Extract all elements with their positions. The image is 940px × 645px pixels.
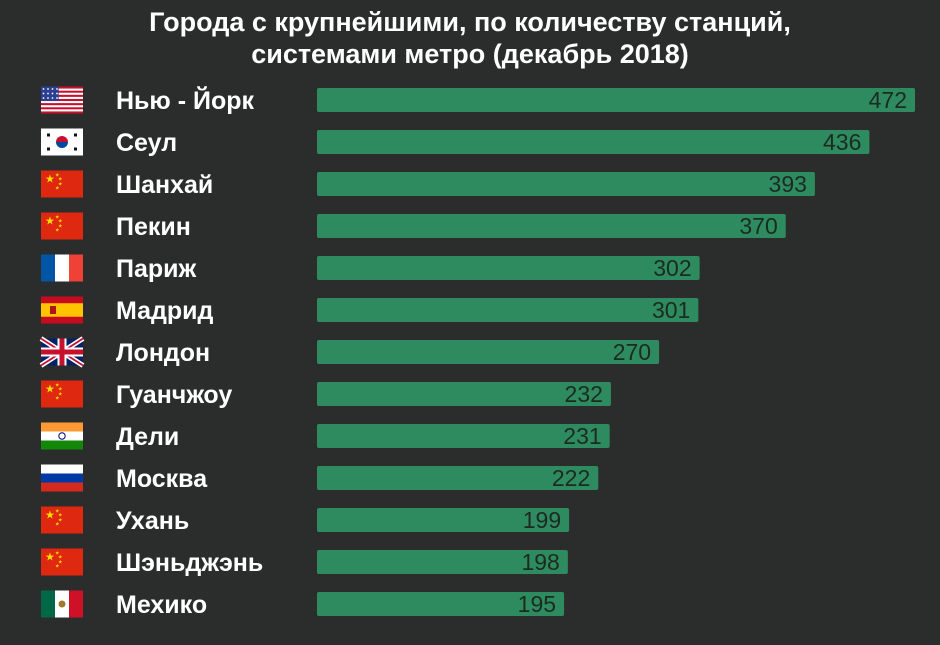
svg-text:★: ★ bbox=[55, 383, 60, 389]
bar bbox=[317, 88, 915, 112]
svg-text:★: ★ bbox=[45, 383, 55, 396]
svg-text:★: ★ bbox=[55, 551, 60, 557]
bar bbox=[317, 214, 786, 238]
spain-flag-icon bbox=[41, 296, 83, 324]
russia-flag-icon bbox=[41, 464, 83, 492]
svg-text:★: ★ bbox=[58, 518, 63, 524]
category-label: Пекин bbox=[116, 213, 191, 241]
category-label: Мехико bbox=[116, 591, 207, 619]
value-label: 436 bbox=[823, 129, 861, 155]
category-label: Москва bbox=[116, 465, 208, 493]
svg-text:★: ★ bbox=[45, 215, 55, 228]
bar bbox=[317, 508, 570, 532]
bar bbox=[317, 298, 699, 322]
svg-text:★: ★ bbox=[58, 560, 63, 566]
svg-text:★: ★ bbox=[58, 177, 63, 183]
usa-flag-icon bbox=[41, 86, 83, 114]
category-label: Ухань bbox=[116, 507, 189, 535]
category-label: Нью - Йорк bbox=[116, 85, 255, 115]
chart-title-line-1: Города с крупнейшими, по количеству стан… bbox=[149, 7, 791, 37]
bar bbox=[317, 466, 599, 490]
value-label: 231 bbox=[563, 423, 601, 449]
value-label: 472 bbox=[869, 87, 907, 113]
china-flag-icon: ★ ★★★★ bbox=[41, 170, 83, 198]
category-label: Гуанчжоу bbox=[116, 381, 232, 409]
svg-text:★: ★ bbox=[58, 224, 63, 230]
category-label: Мадрид bbox=[116, 297, 214, 325]
korea-flag-icon bbox=[41, 128, 83, 156]
france-flag-icon bbox=[41, 254, 83, 282]
svg-text:★: ★ bbox=[55, 522, 60, 528]
category-label: Париж bbox=[116, 255, 197, 283]
bar bbox=[317, 256, 700, 280]
bar bbox=[317, 424, 610, 448]
svg-text:★: ★ bbox=[55, 173, 60, 179]
bar bbox=[317, 172, 815, 196]
china-flag-icon: ★ ★★★★ bbox=[41, 506, 83, 534]
value-label: 198 bbox=[521, 549, 559, 575]
category-label: Сеул bbox=[116, 129, 177, 157]
value-label: 270 bbox=[613, 339, 651, 365]
value-label: 232 bbox=[565, 381, 603, 407]
svg-text:★: ★ bbox=[55, 396, 60, 402]
bar bbox=[317, 592, 565, 616]
mexico-flag-icon bbox=[41, 590, 83, 618]
svg-text:★: ★ bbox=[58, 392, 63, 398]
value-label: 370 bbox=[739, 213, 777, 239]
chart-title-line-2: системами метро (декабрь 2018) bbox=[251, 39, 689, 69]
svg-text:★: ★ bbox=[58, 513, 63, 519]
value-label: 393 bbox=[769, 171, 807, 197]
category-label: Дели bbox=[116, 423, 179, 451]
india-flag-icon bbox=[41, 422, 83, 450]
value-label: 302 bbox=[653, 255, 691, 281]
svg-text:★: ★ bbox=[58, 387, 63, 393]
svg-text:★: ★ bbox=[45, 509, 55, 522]
svg-text:★: ★ bbox=[45, 551, 55, 564]
svg-text:★: ★ bbox=[55, 509, 60, 515]
uk-flag-icon bbox=[39, 336, 85, 368]
svg-text:★: ★ bbox=[55, 215, 60, 221]
value-label: 301 bbox=[652, 297, 690, 323]
category-label: Шэньджэнь bbox=[116, 549, 263, 577]
svg-text:★: ★ bbox=[58, 555, 63, 561]
value-label: 195 bbox=[518, 591, 556, 617]
value-label: 222 bbox=[552, 465, 590, 491]
category-label: Лондон bbox=[116, 339, 210, 367]
value-label: 199 bbox=[523, 507, 561, 533]
bar bbox=[317, 550, 568, 574]
bar bbox=[317, 130, 870, 154]
chart-title: Города с крупнейшими, по количеству стан… bbox=[0, 6, 940, 70]
svg-text:★: ★ bbox=[45, 173, 55, 186]
china-flag-icon: ★ ★★★★ bbox=[41, 548, 83, 576]
svg-text:★: ★ bbox=[58, 219, 63, 225]
svg-text:★: ★ bbox=[55, 228, 60, 234]
china-flag-icon: ★ ★★★★ bbox=[41, 212, 83, 240]
category-label: Шанхай bbox=[116, 171, 213, 199]
svg-text:★: ★ bbox=[55, 186, 60, 192]
svg-text:★: ★ bbox=[58, 182, 63, 188]
china-flag-icon: ★ ★★★★ bbox=[41, 380, 83, 408]
svg-text:★: ★ bbox=[55, 564, 60, 570]
bar bbox=[317, 340, 660, 364]
bar bbox=[317, 382, 611, 406]
